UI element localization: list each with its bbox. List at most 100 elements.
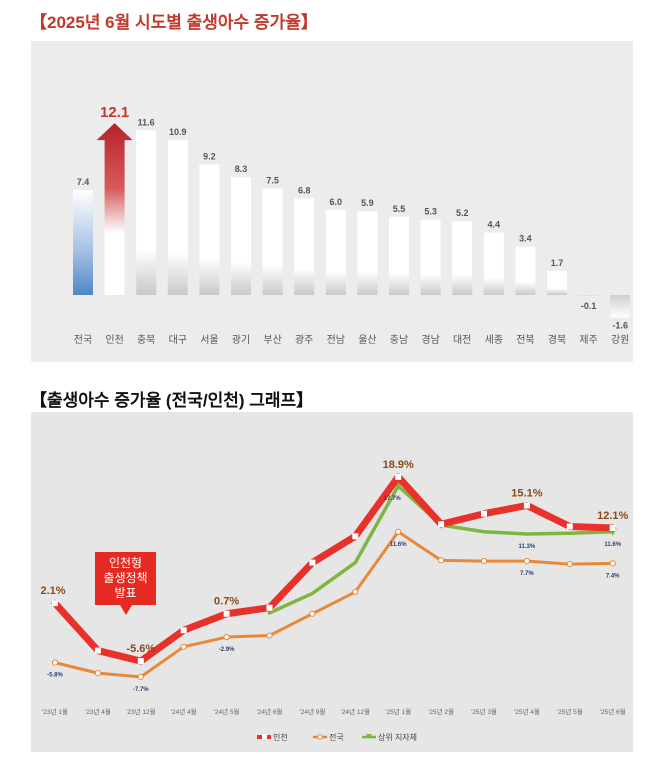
incheon-point-3 <box>180 627 187 634</box>
bar-category-label-3: 대구 <box>169 334 187 346</box>
series-line-2 <box>267 484 615 615</box>
incheon-point-8 <box>395 473 402 480</box>
bar-category-label-8: 전남 <box>327 334 345 346</box>
bar-value-label-6: 7.5 <box>266 176 279 186</box>
national-point-4 <box>223 633 230 641</box>
national-label-2: -7.7% <box>133 687 149 693</box>
national-label-0: -5.8% <box>47 673 63 679</box>
bar-7 <box>294 198 315 295</box>
series-line-1 <box>53 530 615 679</box>
bar-16 <box>578 295 599 297</box>
series-line-0 <box>51 473 617 665</box>
line-category-label-1: '23년 4월 <box>85 707 111 716</box>
legend-marker-2 <box>366 734 372 739</box>
bar-8 <box>325 209 346 295</box>
incheon-point-6 <box>309 559 316 566</box>
incheon-point-1 <box>94 647 101 654</box>
bar-11 <box>420 219 441 295</box>
national-point-5 <box>266 632 273 639</box>
incheon-label-8: 18.9% <box>383 459 414 471</box>
line-category-label-9: '25년 2월 <box>428 707 454 716</box>
bar-0 <box>73 189 93 295</box>
national-label-8: 11.6% <box>390 542 407 548</box>
line-category-label-13: '25년 6월 <box>600 707 626 716</box>
bar-10 <box>389 216 409 295</box>
national-point-1 <box>94 670 102 677</box>
upper-label-13: 11.6% <box>604 542 621 548</box>
incheon-point-7 <box>352 533 359 540</box>
national-point-9 <box>438 557 445 564</box>
bar-category-label-7: 광주 <box>295 334 313 346</box>
bar-value-label-14: 3.4 <box>519 234 532 244</box>
bar-3 <box>167 140 188 295</box>
bar-category-label-0: 전국 <box>74 334 92 346</box>
bar-category-label-15: 경북 <box>548 333 566 346</box>
bar-category-label-17: 강원 <box>611 334 629 346</box>
incheon-label-13: 12.1% <box>597 510 628 522</box>
bar-value-label-10: 5.5 <box>393 204 406 214</box>
national-point-6 <box>309 610 316 617</box>
callout-text-1: 출생정책 <box>103 570 147 585</box>
bar-value-label-5: 8.3 <box>235 164 248 174</box>
bar-5 <box>231 177 251 295</box>
national-point-13 <box>609 560 616 567</box>
bar-14 <box>515 246 536 295</box>
incheon-point-2 <box>137 658 144 665</box>
bar-12 <box>452 221 473 295</box>
bar-value-label-9: 5.9 <box>361 198 374 208</box>
legend-label-1: 전국 <box>329 732 344 742</box>
bar-category-label-12: 대전 <box>453 334 471 346</box>
incheon-point-9 <box>438 521 445 528</box>
bar-value-label-3: 10.9 <box>169 127 187 137</box>
incheon-label-11: 15.1% <box>511 487 542 499</box>
bar-category-label-10: 충남 <box>390 334 408 346</box>
incheon-point-10 <box>481 510 487 517</box>
bar-category-label-11: 경남 <box>421 333 439 346</box>
incheon-point-0 <box>52 600 58 607</box>
bar-4 <box>199 164 220 295</box>
national-point-7 <box>352 588 359 596</box>
incheon-label-0: 2.1% <box>40 585 65 597</box>
bar-17 <box>610 295 631 318</box>
line-category-label-2: '23년 12월 <box>126 707 155 716</box>
line-category-label-8: '25년 1월 <box>385 707 411 716</box>
bar-2 <box>136 130 157 295</box>
national-label-4: -2.9% <box>219 647 235 653</box>
bar-value-label-2: 11.6 <box>138 117 155 127</box>
upper-label-8: 17.7% <box>384 496 402 502</box>
bar-13 <box>483 232 504 295</box>
bar-category-label-1: 인천 <box>105 334 123 346</box>
bar-value-label-1: 12.1 <box>100 104 129 121</box>
bar-value-label-17: -1.6 <box>612 321 628 331</box>
bar-value-label-8: 6.0 <box>330 197 343 207</box>
bar-chart-panel: 7.4 전국 12.1 인천 11.6 충북 10.9 대구 9.2 서울 8.3 광기 7.5 부산 6.… <box>31 41 633 362</box>
line-category-label-7: '24년 12월 <box>341 707 370 716</box>
callout-box <box>95 552 156 615</box>
national-point-11 <box>523 557 530 565</box>
bar-15 <box>547 270 567 295</box>
legend-marker-1 <box>317 734 323 740</box>
chart2-title: 【출생아수 증가율 (전국/인천) 그래프】 <box>30 391 314 410</box>
legend-marker-0 <box>262 734 267 739</box>
bar-category-label-5: 광기 <box>232 334 250 346</box>
bar-value-label-7: 6.8 <box>298 185 311 195</box>
bar-value-label-16: -0.1 <box>581 301 597 311</box>
bar-1 <box>96 123 133 296</box>
bar-9 <box>357 211 378 295</box>
national-point-10 <box>480 557 488 565</box>
incheon-point-12 <box>566 523 573 530</box>
line-category-label-5: '24년 6월 <box>257 707 283 716</box>
incheon-point-4 <box>223 610 230 617</box>
bar-category-label-6: 부산 <box>263 334 281 346</box>
bar-category-label-2: 충북 <box>137 334 155 346</box>
line-chart-panel: 2.1% -5.6% 0.7% 18.9% 15.1% 12.1% -5.8% -7.7% -2… <box>31 412 633 752</box>
incheon-label-4: 0.7% <box>214 596 239 608</box>
line-category-label-0: '23년 1월 <box>42 707 68 716</box>
bar-category-label-16: 제주 <box>579 334 597 346</box>
line-category-label-4: '24년 5월 <box>214 707 240 716</box>
national-point-3 <box>180 643 187 650</box>
bar-category-label-4: 서울 <box>200 334 218 346</box>
line-category-label-11: '25년 4월 <box>514 707 540 716</box>
bar-value-label-15: 1.7 <box>551 258 564 268</box>
incheon-point-11 <box>523 502 530 509</box>
